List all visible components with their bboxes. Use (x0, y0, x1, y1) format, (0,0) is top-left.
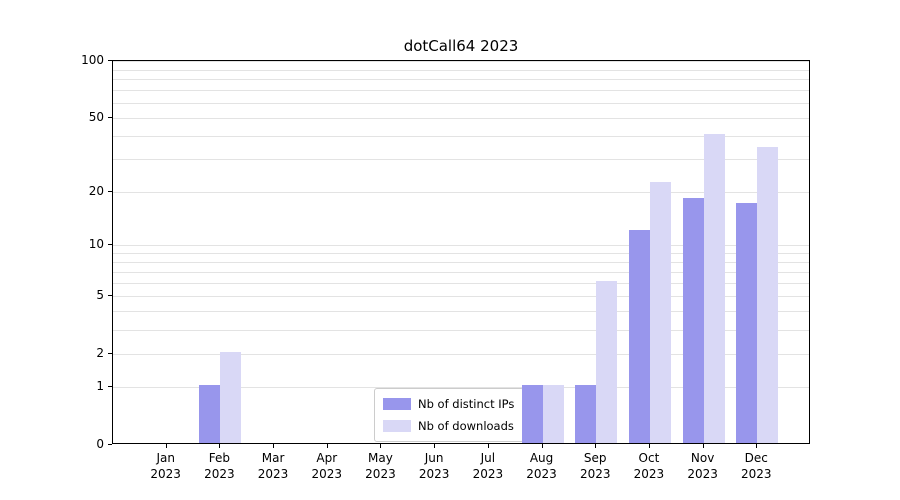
x-tick-label: Jan 2023 (150, 451, 181, 481)
bar-distinct-ips-nov (682, 198, 704, 443)
x-tick-mark (487, 444, 489, 448)
y-tick-label: 50 (88, 109, 104, 124)
x-tick-label: Nov 2023 (687, 451, 718, 481)
gridline (113, 353, 809, 355)
y-tick-mark (108, 190, 112, 192)
y-tick-label: 1 (96, 379, 104, 394)
bar-downloads-nov (703, 134, 725, 443)
legend-item-distinct-ips: Nb of distinct IPs (383, 397, 515, 411)
gridline (113, 159, 809, 161)
bar-downloads-oct (649, 182, 671, 443)
plot-area (112, 60, 810, 444)
x-tick-label: Sep 2023 (579, 451, 611, 481)
legend-label-downloads: Nb of downloads (418, 419, 514, 433)
legend: Nb of distinct IPs Nb of downloads (374, 388, 524, 442)
y-tick-label: 100 (81, 53, 104, 67)
y-tick-mark (108, 294, 112, 296)
bar-downloads-dec (757, 147, 779, 443)
x-tick-label: Oct 2023 (633, 451, 665, 481)
x-tick-label: Aug 2023 (526, 451, 557, 481)
gridline (113, 191, 809, 193)
legend-swatch-downloads (383, 420, 411, 432)
y-tick-label: 20 (88, 183, 104, 198)
x-tick-mark (165, 444, 167, 448)
gridline (113, 262, 809, 264)
y-tick-label: 0 (96, 437, 104, 451)
bar-downloads-aug (542, 385, 564, 443)
y-tick-label: 10 (88, 237, 104, 252)
chart-title: dotCall64 2023 (403, 37, 519, 55)
gridline (113, 102, 809, 104)
y-tick-mark (108, 244, 112, 246)
gridline (113, 79, 809, 81)
gridline (113, 90, 809, 92)
x-tick-label: Mar 2023 (257, 451, 289, 481)
x-tick-label: Jun 2023 (418, 451, 450, 481)
gridline (113, 117, 809, 119)
x-tick-mark (326, 444, 328, 448)
bar-distinct-ips-dec (736, 202, 758, 443)
x-tick-label: May 2023 (365, 451, 396, 481)
legend-label-distinct-ips: Nb of distinct IPs (418, 397, 515, 411)
gridline (113, 311, 809, 313)
x-tick-mark (273, 444, 275, 448)
x-tick-mark (219, 444, 221, 448)
x-tick-mark (756, 444, 758, 448)
gridline (113, 69, 809, 71)
gridline (113, 329, 809, 331)
x-tick-mark (541, 444, 543, 448)
x-tick-mark (648, 444, 650, 448)
x-tick-label: Jul 2023 (472, 451, 504, 481)
y-tick-mark (108, 352, 112, 354)
y-tick-mark (108, 60, 112, 61)
legend-item-downloads: Nb of downloads (383, 419, 515, 433)
bar-distinct-ips-aug (521, 385, 543, 443)
x-tick-mark (702, 444, 704, 448)
x-tick-label: Dec 2023 (741, 451, 772, 481)
gridline (113, 245, 809, 247)
y-tick-mark (108, 116, 112, 118)
gridline (113, 253, 809, 255)
gridline (113, 387, 809, 389)
y-tick-label: 5 (96, 287, 104, 302)
gridline (113, 136, 809, 137)
y-tick-mark (108, 444, 112, 445)
x-tick-mark (380, 444, 382, 448)
gridline (113, 283, 809, 285)
bar-distinct-ips-sep (575, 385, 597, 443)
y-tick-label: 2 (96, 345, 104, 360)
x-tick-label: Apr 2023 (311, 451, 343, 481)
gridline (113, 61, 809, 62)
gridline (113, 295, 809, 297)
bar-downloads-feb (220, 351, 242, 443)
x-tick-mark (434, 444, 436, 448)
bar-distinct-ips-oct (628, 229, 650, 443)
legend-swatch-distinct-ips (383, 398, 411, 410)
x-tick-label: Feb 2023 (204, 451, 235, 481)
y-tick-mark (108, 386, 112, 388)
bar-downloads-sep (596, 281, 618, 443)
gridline (113, 271, 809, 273)
bar-distinct-ips-feb (199, 385, 221, 443)
x-tick-mark (595, 444, 597, 448)
